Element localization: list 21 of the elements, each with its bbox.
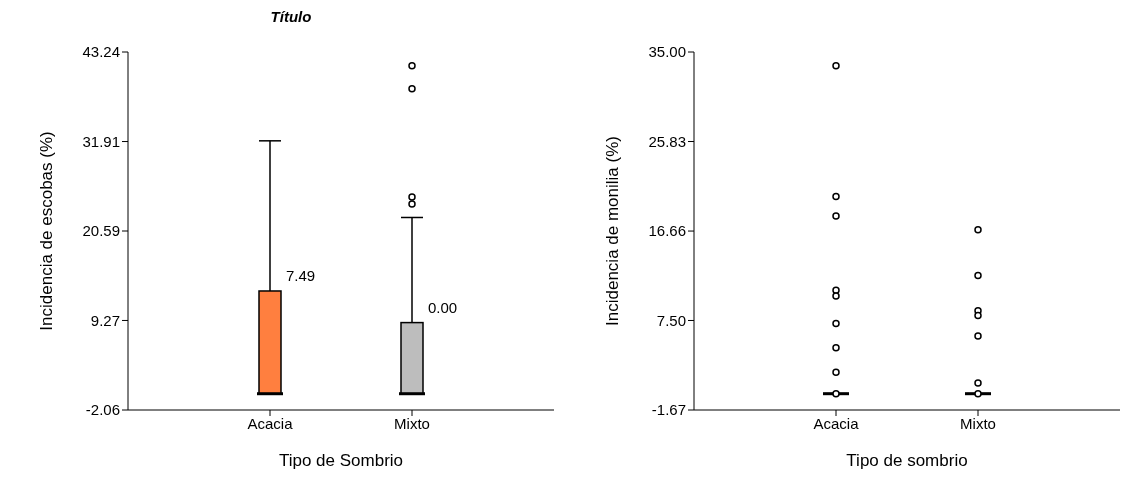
chart-title: Título (269, 8, 313, 25)
x-axis-title: Tipo de sombrio (846, 451, 968, 470)
annotation: 7.49 (286, 266, 316, 284)
y-tick-label: 7.50 (656, 311, 686, 329)
y-axis-title: Incidencia de escobas (%) (37, 131, 57, 331)
x-tick-label: Acacia (247, 414, 294, 432)
annotation: 0.00 (428, 298, 458, 316)
y-tick-label: 35.00 (648, 43, 686, 61)
y-tick-label: 25.83 (648, 132, 686, 150)
y-tick-label: -1.67 (651, 401, 686, 419)
y-tick-label: 9.27 (90, 311, 120, 329)
x-tick-label: Mixto (394, 414, 430, 432)
x-tick-label: Mixto (960, 414, 996, 432)
x-tick-label: Acacia (813, 414, 860, 432)
y-tick-label: 43.24 (82, 43, 120, 61)
y-axis-title: Incidencia de monilia (%) (603, 136, 623, 326)
y-tick-label: 31.91 (82, 132, 120, 150)
y-tick-label: -2.06 (85, 401, 120, 419)
y-tick-label: 20.59 (82, 222, 120, 240)
y-tick-label: 16.66 (648, 222, 686, 240)
x-axis-title: Tipo de Sombrio (278, 451, 404, 470)
